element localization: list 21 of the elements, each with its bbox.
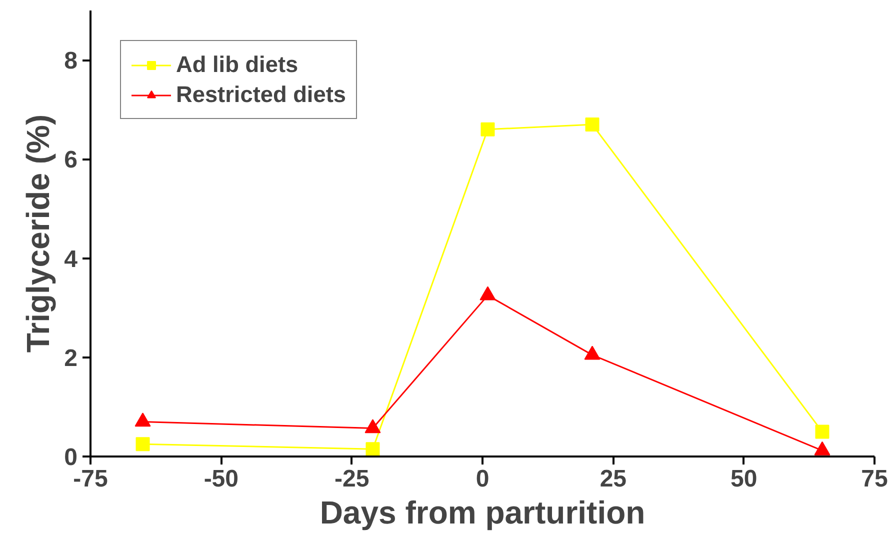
- point: [480, 286, 496, 300]
- point: [480, 122, 495, 136]
- x-axis-title: Days from parturition: [320, 494, 646, 530]
- y-tick-label: 4: [64, 246, 78, 273]
- x-tick-label: -50: [204, 466, 239, 492]
- point: [814, 441, 830, 456]
- x-tick-label: 75: [861, 466, 888, 492]
- point: [585, 117, 600, 132]
- legend-label: Ad lib diets: [176, 51, 298, 78]
- y-tick-label: 6: [64, 146, 78, 174]
- x-tick-label: 50: [730, 466, 758, 492]
- y-tick-label: 2: [64, 344, 78, 372]
- y-tick-label: 8: [64, 48, 78, 75]
- x-tick-label: 25: [600, 466, 627, 492]
- y-axis-title: Triglyceride (%): [20, 114, 56, 353]
- point: [364, 419, 381, 434]
- x-tick-label: 0: [476, 466, 490, 492]
- point: [584, 346, 600, 360]
- x-tick-label: -25: [334, 466, 370, 492]
- point: [134, 412, 151, 427]
- legend-label: Restricted diets: [176, 81, 346, 108]
